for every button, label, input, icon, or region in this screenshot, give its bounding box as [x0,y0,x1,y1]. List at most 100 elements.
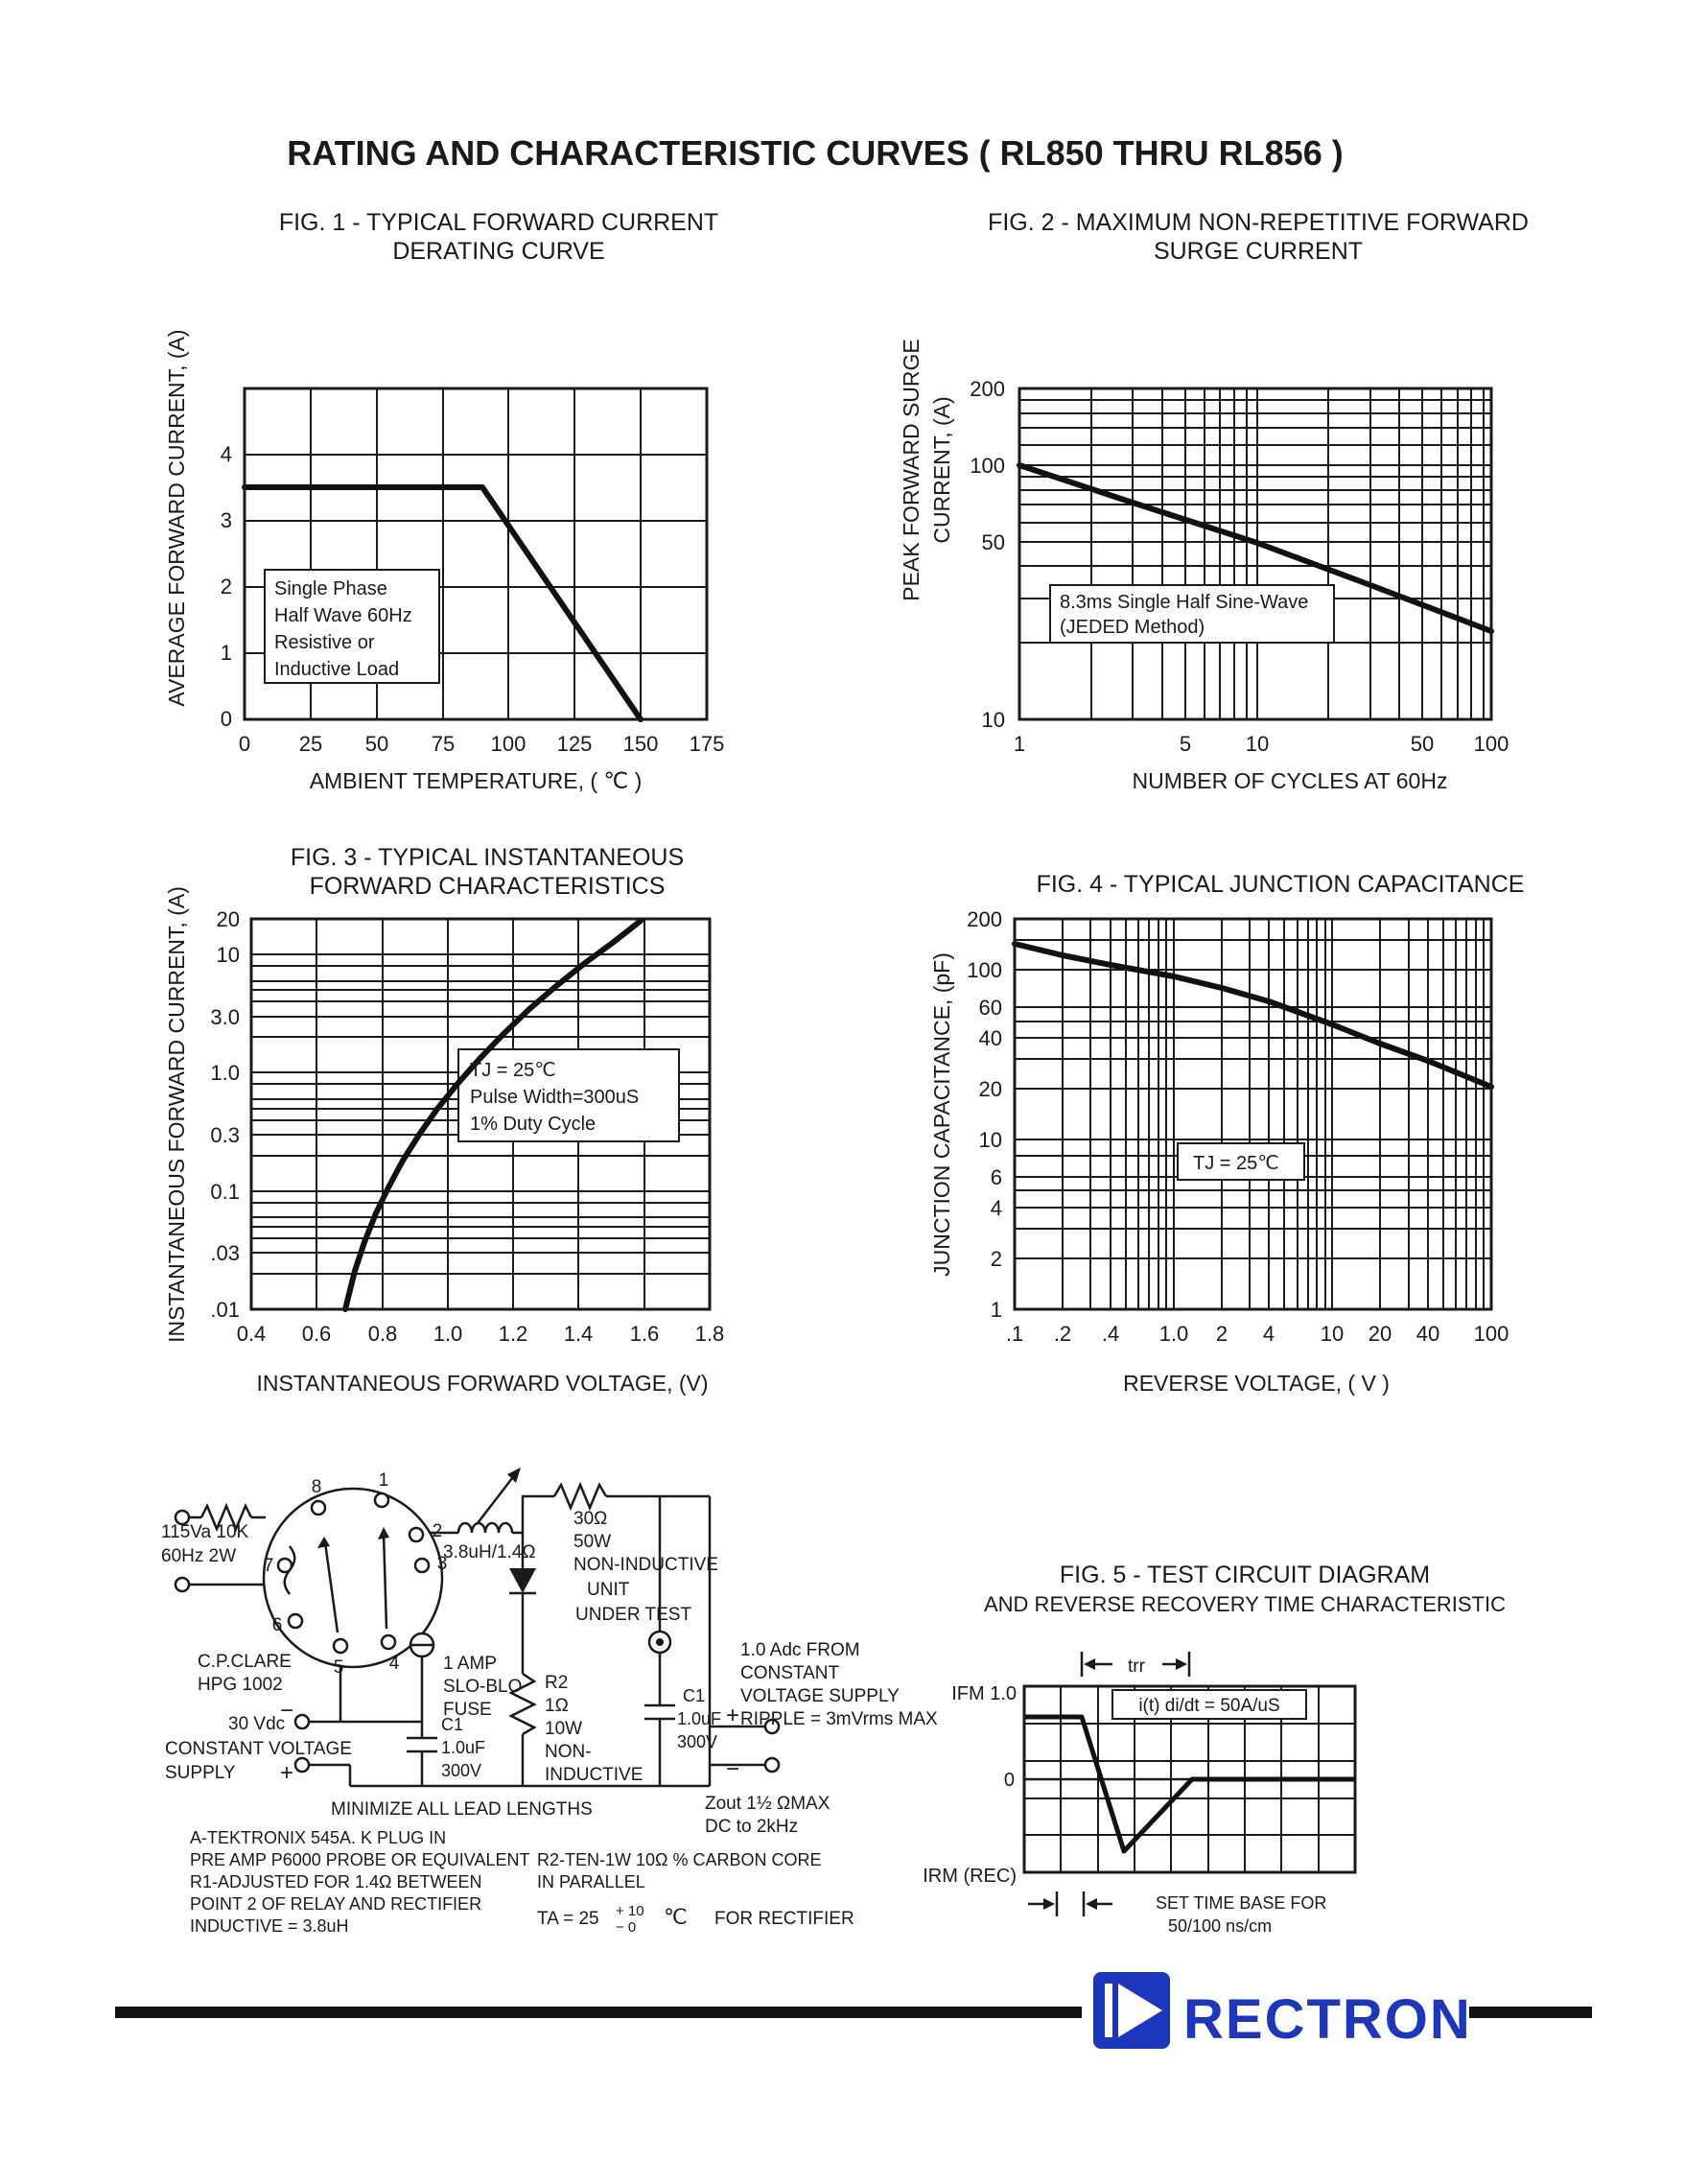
r2-label-line2: 1Ω [545,1696,569,1716]
relay-pin-number: 7 [264,1556,274,1576]
r30-label-line4: UNIT [587,1580,630,1600]
fig1-y-tick: 2 [221,575,232,599]
unit-under-test-dot [656,1638,664,1646]
fuse-label-line2: SLO-BLO [443,1677,522,1697]
input-terminal [174,1576,191,1593]
fig1-x-tick: 50 [365,732,388,756]
fig2-plot-frame [1018,387,1493,721]
fig4-vgrid [1062,919,1485,1309]
fig3-note-line2: Pulse Width=300uS [470,1087,639,1108]
supply-terminal [293,1713,311,1730]
c1-right-label-line1: C1 [683,1686,705,1705]
relay-name-line2: HPG 1002 [198,1675,283,1695]
timebase-arrowhead-right-icon [1086,1898,1097,1910]
zero-label: 0 [1004,1770,1015,1791]
fig2-y-tick: 200 [970,377,1005,401]
fig2-note-line2: (JEDED Method) [1060,617,1205,638]
fig3-y-axis-label: INSTANTANEOUS FORWARD CURRENT, (A) [164,886,189,1343]
fig2-x-tick: 1 [1014,732,1025,756]
fig1-hgrid [245,454,707,654]
fig3-note-box [457,1048,680,1142]
fig3-x-tick: 1.6 [630,1322,660,1346]
supply-terminal [763,1756,781,1773]
fig3-x-tick: 0.8 [368,1322,398,1346]
fig2: FIG. 2 - MAXIMUM NON-REPETITIVE FORWARD … [899,209,1529,793]
fig1-note-line1: Single Phase [274,578,387,599]
footnote1-line4: POINT 2 OF RELAY AND RECTIFIER [190,1894,481,1914]
footnote2-line1: R2-TEN-1W 10Ω % CARBON CORE [537,1850,822,1869]
fig3-y-tick: .03 [210,1241,240,1265]
fig1-title-line1: FIG. 1 - TYPICAL FORWARD CURRENT [279,209,718,236]
c1-right-label-line2: 1.0uF [677,1709,721,1728]
c1-right-capacitor [644,1703,675,1721]
zout-line2: DC to 2kHz [705,1817,798,1837]
fig3: FIG. 3 - TYPICAL INSTANTANEOUS FORWARD C… [164,844,724,1396]
fig1-note-line4: Inductive Load [274,659,399,680]
test-circuit: 8 1 2 3 7 6 5 4 − + + − 115Va 10K 60Hz 2… [161,1468,938,1936]
relay-contact-arrowhead1-icon [317,1537,330,1548]
fig3-y-tick: 0.1 [210,1180,240,1204]
r30-label-line2: 50W [573,1532,611,1552]
fuse-label-line1: 1 AMP [443,1654,497,1674]
fig4-capacitance-curve [1012,941,1494,1090]
fig3-y-tick: 20 [217,907,240,931]
relay-pin [408,1526,425,1543]
fig2-x-tick: 10 [1246,732,1269,756]
supply-right-line4: RIPPLE = 3mVrms MAX [740,1709,938,1729]
fig4-y-tick: 4 [991,1196,1002,1220]
fig4-x-tick: 100 [1474,1322,1509,1346]
minus-sign: − [726,1756,739,1782]
fig4-y-axis-label: JUNCTION CAPACITANCE, (pF) [929,952,954,1277]
input-terminal [174,1509,191,1526]
fig5-hgrid [1024,1723,1355,1836]
fig4-x-axis-label: REVERSE VOLTAGE, ( V ) [1123,1371,1390,1396]
fig4-y-tick: 6 [991,1165,1002,1189]
fig4-hgrid [1015,939,1491,1259]
fig1-y-tick: 1 [221,641,232,665]
fig2-y-tick: 50 [982,530,1005,554]
fig2-surge-curve [1017,462,1494,634]
fig1-x-tick: 125 [557,732,593,756]
fig4-x-tick: .2 [1054,1322,1071,1346]
relay-name-line1: C.P.CLARE [198,1652,292,1672]
ta-unit: ℃ [664,1905,688,1929]
minimize-note: MINIMIZE ALL LEAD LENGTHS [331,1799,593,1820]
footnote1-line1: A-TEKTRONIX 545A. K PLUG IN [190,1828,446,1847]
ifm-label: IFM 1.0 [951,1683,1017,1704]
fig2-x-axis-label: NUMBER OF CYCLES AT 60Hz [1133,768,1448,793]
fig1: FIG. 1 - TYPICAL FORWARD CURRENT DERATIN… [164,209,724,793]
fig4-x-tick: 20 [1369,1322,1392,1346]
relay-pin-number: 3 [437,1554,448,1574]
fig2-y-tick: 10 [982,708,1005,732]
fig2-title-line2: SURGE CURRENT [1154,238,1363,265]
fig1-x-tick: 175 [690,732,725,756]
footer: RECTRON [115,1966,1592,2051]
fig2-title-line1: FIG. 2 - MAXIMUM NON-REPETITIVE FORWARD [988,209,1529,236]
footnote1-line3: R1-ADJUSTED FOR 1.4Ω BETWEEN [190,1872,482,1891]
relay-contact-arrow1 [323,1541,339,1633]
fig1-x-tick: 100 [491,732,526,756]
ta-superscript: + 10 [616,1903,644,1919]
brand-wordmark: RECTRON [1183,1988,1472,2051]
fig2-y-tick: 100 [970,454,1005,478]
timebase-line1: SET TIME BASE FOR [1156,1893,1326,1913]
fig3-y-tick: 1.0 [210,1061,240,1085]
relay-pin-number: 1 [379,1470,389,1491]
c1-left-label-line2: 1.0uF [441,1738,485,1757]
rectron-logo-glyph-arrow [1118,1984,1162,2037]
relay-pin-number: 8 [312,1477,322,1497]
variable-arrowhead-icon [507,1468,521,1483]
relay-pin-number: 6 [272,1615,283,1635]
fig2-y-axis-label-line1: PEAK FORWARD SURGE [899,339,924,600]
relay-pin-number: 2 [433,1521,443,1541]
source-label-line2: 60Hz 2W [161,1546,236,1566]
relay-pin [310,1499,327,1516]
fig4-y-tick: 20 [979,1077,1002,1101]
supply-left-line3: SUPPLY [165,1763,236,1783]
footnote2-line2: IN PARALLEL [537,1872,645,1891]
r30-label-line1: 30Ω [573,1509,607,1529]
fig1-x-tick: 150 [623,732,659,756]
minus-sign: − [280,1698,293,1724]
fig4-plot-frame [1013,917,1493,1311]
